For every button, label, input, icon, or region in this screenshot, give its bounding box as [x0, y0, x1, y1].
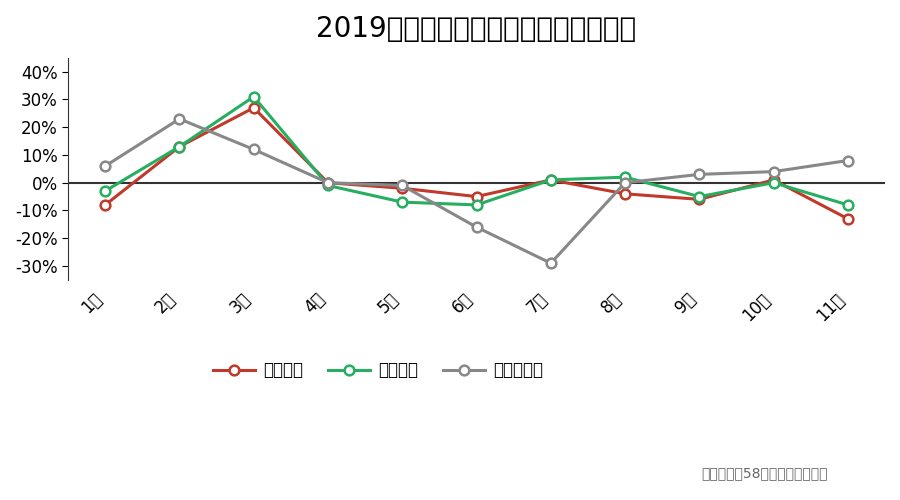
三四线城市 — [471, 224, 482, 230]
三四线城市 — [397, 182, 408, 188]
二线城市 — [100, 188, 111, 194]
二线城市 — [397, 199, 408, 205]
三四线城市 — [545, 260, 556, 266]
二线城市 — [174, 144, 184, 150]
三四线城市 — [842, 158, 853, 164]
二线城市 — [248, 94, 259, 100]
Title: 2019年不同城市级别找房热度环比趋势: 2019年不同城市级别找房热度环比趋势 — [317, 15, 636, 43]
一线城市 — [248, 105, 259, 111]
二线城市 — [769, 180, 779, 186]
Text: 数据来源：58安居客房产研究院: 数据来源：58安居客房产研究院 — [701, 466, 828, 480]
一线城市 — [620, 191, 631, 197]
三四线城市 — [248, 146, 259, 152]
三四线城市 — [769, 168, 779, 174]
一线城市 — [842, 216, 853, 222]
Line: 三四线城市: 三四线城市 — [100, 114, 852, 268]
二线城市 — [322, 182, 333, 188]
一线城市 — [322, 180, 333, 186]
一线城市 — [174, 144, 184, 150]
Legend: 一线城市, 二线城市, 三四线城市: 一线城市, 二线城市, 三四线城市 — [207, 355, 550, 386]
一线城市 — [545, 177, 556, 183]
一线城市 — [100, 202, 111, 208]
二线城市 — [620, 174, 631, 180]
一线城市 — [769, 177, 779, 183]
三四线城市 — [174, 116, 184, 122]
二线城市 — [471, 202, 482, 208]
一线城市 — [397, 186, 408, 192]
二线城市 — [545, 177, 556, 183]
Line: 一线城市: 一线城市 — [100, 103, 852, 224]
三四线城市 — [620, 180, 631, 186]
三四线城市 — [694, 172, 705, 177]
三四线城市 — [322, 180, 333, 186]
一线城市 — [694, 196, 705, 202]
二线城市 — [842, 202, 853, 208]
二线城市 — [694, 194, 705, 200]
一线城市 — [471, 194, 482, 200]
三四线城市 — [100, 163, 111, 169]
Line: 二线城市: 二线城市 — [100, 92, 852, 210]
